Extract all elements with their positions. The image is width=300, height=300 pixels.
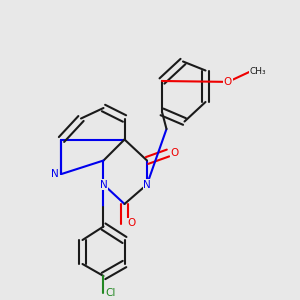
Text: N: N	[143, 179, 151, 190]
Text: O: O	[224, 77, 232, 87]
Text: N: N	[51, 169, 59, 179]
Text: N: N	[100, 179, 107, 190]
Text: O: O	[170, 148, 179, 158]
Text: O: O	[127, 218, 135, 229]
Text: CH₃: CH₃	[250, 67, 266, 76]
Text: Cl: Cl	[106, 287, 116, 298]
